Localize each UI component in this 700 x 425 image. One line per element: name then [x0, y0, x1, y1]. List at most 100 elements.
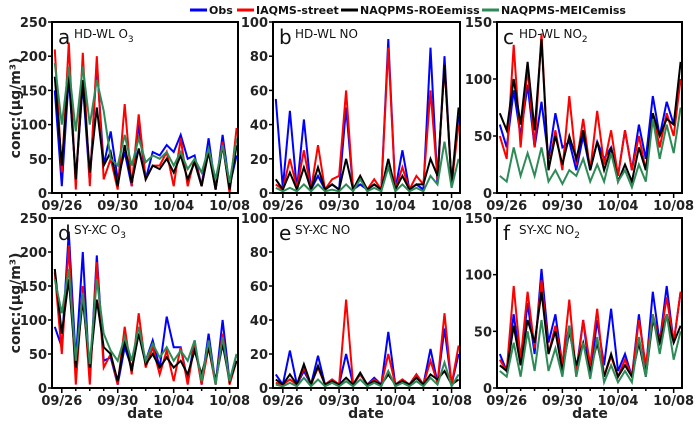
panel-letter: e [279, 221, 291, 245]
x-tick-label: 10/08 [431, 199, 472, 214]
x-tick-label: 09/30 [319, 394, 360, 409]
series-line-b-naqpms-meicemiss [275, 141, 460, 193]
series-line-e-obs [274, 328, 460, 388]
y-tick-label: 40 [250, 314, 268, 329]
legend-label-obs: Obs [209, 4, 233, 17]
x-tick-label: 09/30 [97, 394, 138, 409]
x-tick-label: 10/08 [653, 199, 694, 214]
y-tick-label: 150 [20, 280, 47, 295]
panel-title-sub: 3 [128, 35, 134, 45]
x-tick-label: 09/30 [97, 199, 138, 214]
series-line-e-iaqms-street [275, 299, 460, 388]
panel-title: HD-WL NO [295, 27, 358, 41]
xlabel-d: date [127, 406, 163, 422]
legend-label-roe: NAQPMS-ROEemiss [360, 4, 480, 17]
x-tick-label: 10/08 [431, 394, 472, 409]
y-tick-label: 150 [465, 212, 492, 227]
y-tick-label: 250 [20, 212, 47, 227]
xlabel-e: date [348, 406, 384, 422]
y-tick-label: 250 [20, 16, 47, 31]
panel-letter: b [279, 25, 292, 49]
legend-label-iaqms: IAQMS-street [256, 4, 339, 17]
y-tick-label: 80 [250, 50, 268, 65]
x-tick-label: 09/26 [41, 394, 82, 409]
panel-d: 0 50 100 150 200 250 09/26 09/30 10/04 10/08 d SY-X… [20, 212, 250, 409]
x-tick-label: 10/04 [153, 199, 194, 214]
y-tick-label: 60 [250, 84, 268, 99]
y-tick-label: 0 [483, 187, 492, 202]
y-tick-label: 200 [20, 50, 47, 65]
panel-letter: f [503, 221, 511, 245]
panel-letter: d [58, 221, 71, 245]
y-tick-label: 150 [465, 16, 492, 31]
legend-label-meic: NAQPMS-MEICemiss [501, 4, 626, 17]
y-tick-label: 100 [465, 269, 492, 284]
y-tick-label: 20 [250, 153, 268, 168]
x-tick-label: 09/26 [262, 199, 303, 214]
panel-title: HD-WL O3 [74, 27, 134, 45]
x-tick-label: 09/26 [262, 394, 303, 409]
panel-letter: a [58, 25, 70, 49]
x-tick-label: 09/30 [542, 199, 583, 214]
x-tick-label: 09/26 [486, 394, 527, 409]
y-tick-label: 0 [259, 382, 268, 397]
x-tick-label: 10/08 [209, 394, 250, 409]
series-line-f-naqpms-meicemiss [499, 314, 682, 387]
panel-c: 0 50 100 150 09/26 09/30 10/04 10/08 c HD-WL NO2 [465, 16, 694, 214]
x-tick-label: 09/26 [41, 199, 82, 214]
series-line-e-naqpms-roeemiss [275, 361, 460, 388]
panel-a: 0 50 100 150 200 250 09/26 09/30 10/04 10/08 a HD-W… [20, 16, 250, 214]
y-tick-label: 20 [250, 348, 268, 363]
y-tick-label: 0 [38, 382, 47, 397]
series-line-d-naqpms-roeemiss [53, 268, 238, 386]
y-tick-label: 0 [483, 382, 492, 397]
series-line-d-naqpms-meicemiss [53, 268, 238, 385]
panel-letter: c [503, 25, 514, 49]
series-line-a-naqpms-meicemiss [53, 62, 238, 183]
x-tick-label: 10/04 [153, 394, 194, 409]
panel-title-sub: 2 [574, 231, 580, 241]
legend: Obs IAQMS-street NAQPMS-ROEemiss NAQPMS-… [190, 4, 626, 17]
ylabel-bottom: conc:(μg/m³) [8, 253, 24, 354]
series-line-a-iaqms-street [53, 42, 238, 193]
panel-title-sub: 3 [120, 231, 126, 241]
y-tick-label: 60 [250, 280, 268, 295]
y-tick-label: 100 [20, 119, 47, 134]
y-tick-label: 150 [20, 84, 47, 99]
panel-title-sub: 2 [582, 35, 588, 45]
x-tick-label: 09/30 [319, 199, 360, 214]
series-line-c-naqpms-meicemiss [499, 107, 682, 191]
panel-title: SY-XC NO [295, 223, 350, 237]
x-tick-label: 10/04 [375, 199, 416, 214]
y-tick-label: 100 [241, 16, 268, 31]
panel-e: 0 20 40 60 80 100 09/26 09/30 10/04 10/08 e SY-XC N… [241, 212, 472, 409]
x-tick-label: 10/08 [653, 394, 694, 409]
ylabel-top: conc:(μg/m³) [8, 58, 24, 159]
x-tick-label: 10/04 [375, 394, 416, 409]
panel-b: 0 20 40 60 80 100 09/26 09/30 10/04 10/08 b HD-WL N… [241, 16, 472, 214]
y-tick-label: 40 [250, 119, 268, 134]
x-tick-label: 10/04 [598, 199, 639, 214]
panel-f: 0 50 100 150 09/26 09/30 10/04 10/08 f SY-XC NO2 [465, 212, 694, 409]
y-tick-label: 50 [474, 130, 492, 145]
series-line-c-naqpms-roeemiss [498, 39, 682, 186]
x-tick-label: 10/08 [209, 199, 250, 214]
y-tick-label: 50 [474, 325, 492, 340]
y-tick-label: 100 [465, 73, 492, 88]
y-tick-label: 50 [29, 153, 47, 168]
xlabel-f: date [572, 406, 608, 422]
x-tick-label: 10/04 [598, 394, 639, 409]
y-tick-label: 200 [20, 246, 47, 261]
series-line-e-naqpms-meicemiss [275, 359, 460, 388]
y-tick-label: 50 [29, 348, 47, 363]
panel-title: HD-WL NO2 [519, 27, 588, 45]
y-tick-label: 80 [250, 246, 268, 261]
panel-title: SY-XC O3 [74, 223, 126, 241]
x-tick-label: 09/26 [486, 199, 527, 214]
y-tick-label: 0 [38, 187, 47, 202]
panel-title: SY-XC NO2 [519, 223, 580, 241]
series-line-a-naqpms-roeemiss [53, 73, 238, 190]
x-tick-label: 09/30 [542, 394, 583, 409]
